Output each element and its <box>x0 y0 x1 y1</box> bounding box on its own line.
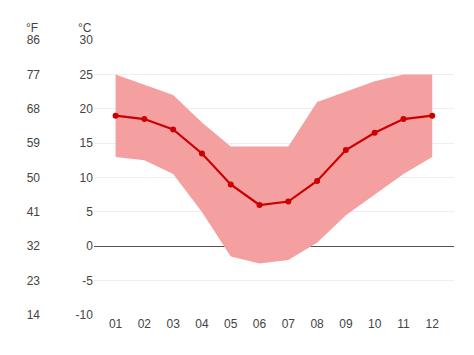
svg-text:14: 14 <box>27 308 41 322</box>
svg-text:09: 09 <box>339 317 353 331</box>
svg-text:02: 02 <box>138 317 152 331</box>
svg-text:07: 07 <box>282 317 296 331</box>
svg-text:03: 03 <box>166 317 180 331</box>
svg-text:10: 10 <box>79 171 93 185</box>
svg-text:0: 0 <box>86 239 93 253</box>
svg-text:32: 32 <box>27 239 41 253</box>
svg-text:20: 20 <box>79 102 93 116</box>
svg-text:°C: °C <box>78 21 92 35</box>
svg-text:05: 05 <box>224 317 238 331</box>
svg-text:68: 68 <box>27 102 41 116</box>
svg-text:5: 5 <box>86 205 93 219</box>
svg-text:50: 50 <box>27 171 41 185</box>
svg-text:11: 11 <box>397 317 410 331</box>
svg-text:30: 30 <box>79 33 93 47</box>
svg-text:01: 01 <box>109 317 123 331</box>
svg-text:10: 10 <box>368 317 382 331</box>
svg-text:23: 23 <box>27 274 41 288</box>
svg-text:04: 04 <box>195 317 209 331</box>
svg-text:86: 86 <box>27 33 41 47</box>
svg-text:-10: -10 <box>75 308 93 322</box>
svg-text:59: 59 <box>27 136 41 150</box>
svg-text:°F: °F <box>26 21 38 35</box>
svg-text:12: 12 <box>426 317 440 331</box>
svg-text:08: 08 <box>310 317 324 331</box>
svg-text:15: 15 <box>79 136 93 150</box>
svg-text:-5: -5 <box>82 274 93 288</box>
svg-text:25: 25 <box>79 68 93 82</box>
svg-text:41: 41 <box>27 205 41 219</box>
svg-text:06: 06 <box>253 317 267 331</box>
svg-text:77: 77 <box>27 68 41 82</box>
